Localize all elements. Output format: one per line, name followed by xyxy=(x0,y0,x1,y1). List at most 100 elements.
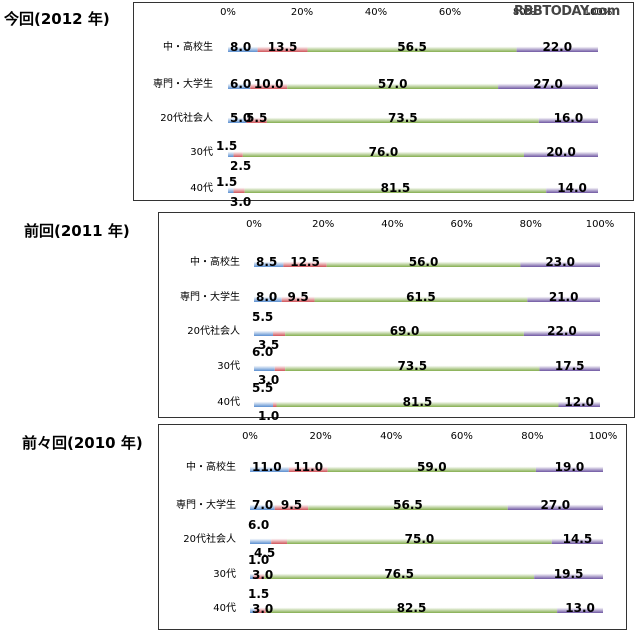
chart-frame-2011 xyxy=(158,212,635,418)
data-label: 69.0 xyxy=(390,324,420,338)
category-label: 30代 xyxy=(213,568,236,580)
data-label: 20.0 xyxy=(546,145,576,159)
category-label: 専門・大学生 xyxy=(180,290,240,303)
data-label: 3.5 xyxy=(258,338,279,352)
x-tick-label: 40% xyxy=(365,7,387,18)
category-label: 専門・大学生 xyxy=(176,498,236,511)
bar-segment xyxy=(283,255,327,267)
data-label: 22.0 xyxy=(542,40,572,54)
x-tick-label: 20% xyxy=(291,7,313,18)
category-label: 30代 xyxy=(190,146,213,158)
chart-frame-2012 xyxy=(133,2,634,201)
bar-segment xyxy=(535,460,603,472)
bar-segment xyxy=(287,532,552,544)
bar-segment xyxy=(507,498,603,510)
data-label: 11.0 xyxy=(293,460,323,474)
bar-segment xyxy=(285,324,524,336)
data-label: 59.0 xyxy=(417,460,447,474)
data-label: 82.5 xyxy=(397,601,427,615)
bar-segment xyxy=(288,460,328,472)
bar-segment xyxy=(274,498,309,510)
bar-segment xyxy=(327,460,536,472)
bar-segment xyxy=(264,567,535,579)
data-label: 9.5 xyxy=(287,290,308,304)
data-label: 13.5 xyxy=(268,40,298,54)
bar-segment xyxy=(266,111,539,123)
data-label: 22.0 xyxy=(547,324,577,338)
data-label: 17.5 xyxy=(555,359,585,373)
data-label: 3.0 xyxy=(230,195,251,209)
data-label: 16.0 xyxy=(554,111,584,125)
bar-segment xyxy=(516,40,598,52)
bar-segment xyxy=(281,290,315,302)
bar-segment xyxy=(558,395,600,407)
data-label: 75.0 xyxy=(405,532,435,546)
data-label: 1.5 xyxy=(216,139,237,153)
data-label: 10.0 xyxy=(254,77,284,91)
bar-segment xyxy=(285,359,540,371)
bar-segment xyxy=(520,255,600,267)
category-label: 30代 xyxy=(217,360,240,372)
data-label: 6.0 xyxy=(230,77,251,91)
data-label: 73.5 xyxy=(397,359,427,373)
bar-segment xyxy=(287,77,499,89)
bar-segment xyxy=(250,601,256,613)
category-label: 20代社会人 xyxy=(187,324,240,337)
bar-segment xyxy=(250,567,254,579)
chart-frame-2010 xyxy=(158,424,627,630)
data-label: 81.5 xyxy=(381,181,411,195)
x-tick-label: 60% xyxy=(439,7,461,18)
x-tick-label: 60% xyxy=(451,431,473,442)
data-label: 1.0 xyxy=(248,553,269,567)
bar-segment xyxy=(250,77,288,89)
data-label: 76.5 xyxy=(384,567,414,581)
data-label: 5.5 xyxy=(246,111,267,125)
category-label: 20代社会人 xyxy=(183,532,236,545)
category-label: 中・高校生 xyxy=(186,460,236,473)
panel-title-2011: 前回(2011 年) xyxy=(24,222,130,240)
x-tick-label: 80% xyxy=(513,7,535,18)
bar-segment xyxy=(534,567,603,579)
data-label: 27.0 xyxy=(533,77,563,91)
x-tick-label: 80% xyxy=(521,431,543,442)
bar-segment xyxy=(246,111,267,123)
data-label: 61.5 xyxy=(406,290,436,304)
x-tick-label: 80% xyxy=(520,219,542,230)
data-label: 73.5 xyxy=(388,111,418,125)
bar-segment xyxy=(228,77,251,89)
data-label: 3.0 xyxy=(252,568,273,582)
data-label: 9.5 xyxy=(281,498,302,512)
data-label: 19.0 xyxy=(555,460,585,474)
bar-segment xyxy=(257,40,308,52)
bar-segment xyxy=(527,290,600,302)
bar-segment xyxy=(228,111,247,123)
x-tick-label: 0% xyxy=(242,431,258,442)
bar-segment xyxy=(233,145,243,157)
data-label: 12.0 xyxy=(564,395,594,409)
data-label: 8.0 xyxy=(256,290,277,304)
bar-segment xyxy=(250,460,289,472)
data-label: 14.5 xyxy=(563,532,593,546)
bar-segment xyxy=(255,601,266,613)
x-tick-label: 0% xyxy=(246,219,262,230)
bar-segment xyxy=(250,532,272,544)
bar-segment xyxy=(524,145,598,157)
x-tick-label: 40% xyxy=(380,431,402,442)
data-label: 56.5 xyxy=(397,40,427,54)
category-label: 20代社会人 xyxy=(160,111,213,124)
bar-segment xyxy=(253,567,265,579)
bar-segment xyxy=(326,255,521,267)
panel-title-2010: 前々回(2010 年) xyxy=(22,434,143,452)
data-label: 2.5 xyxy=(230,159,251,173)
bar-segment xyxy=(244,181,547,193)
bar-segment xyxy=(254,255,284,267)
x-tick-label: 20% xyxy=(309,431,331,442)
data-label: 1.5 xyxy=(248,587,269,601)
bar-segment xyxy=(308,498,508,510)
category-label: 40代 xyxy=(217,396,240,408)
data-label: 3.0 xyxy=(252,602,273,616)
data-label: 14.0 xyxy=(557,181,587,195)
bar-segment xyxy=(539,359,600,371)
x-tick-label: 20% xyxy=(312,219,334,230)
bar-segment xyxy=(233,181,245,193)
